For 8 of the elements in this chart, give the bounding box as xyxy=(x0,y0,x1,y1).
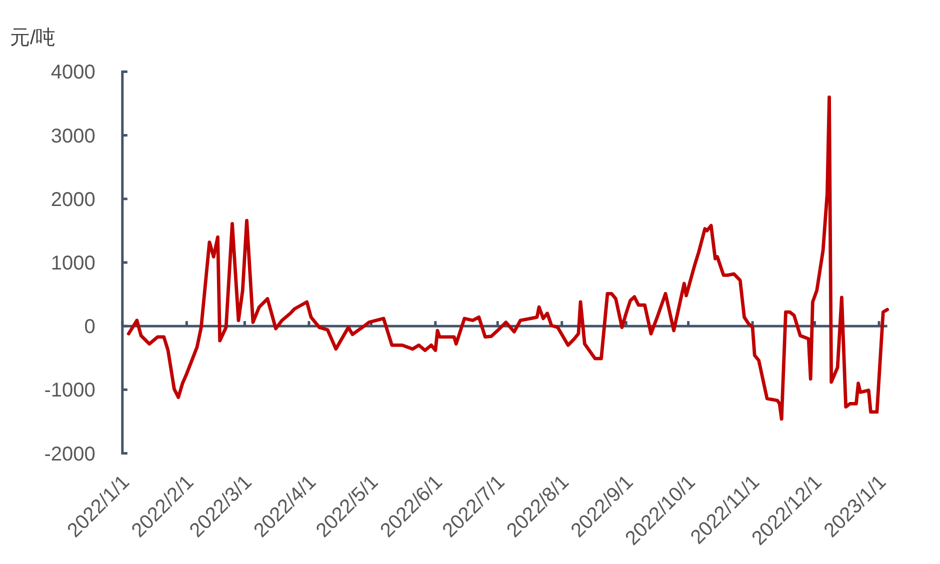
y-tick-label: 2000 xyxy=(50,188,96,211)
y-tick-label: -1000 xyxy=(44,380,96,402)
y-tick-label: -2000 xyxy=(44,443,96,466)
y-tick-label: 3000 xyxy=(50,125,96,148)
y-tick-label: 4000 xyxy=(50,62,96,84)
y-tick-label: 0 xyxy=(84,316,96,338)
y-tick-label: 1000 xyxy=(50,252,96,274)
y-axis-title: 元/吨 xyxy=(10,27,56,49)
